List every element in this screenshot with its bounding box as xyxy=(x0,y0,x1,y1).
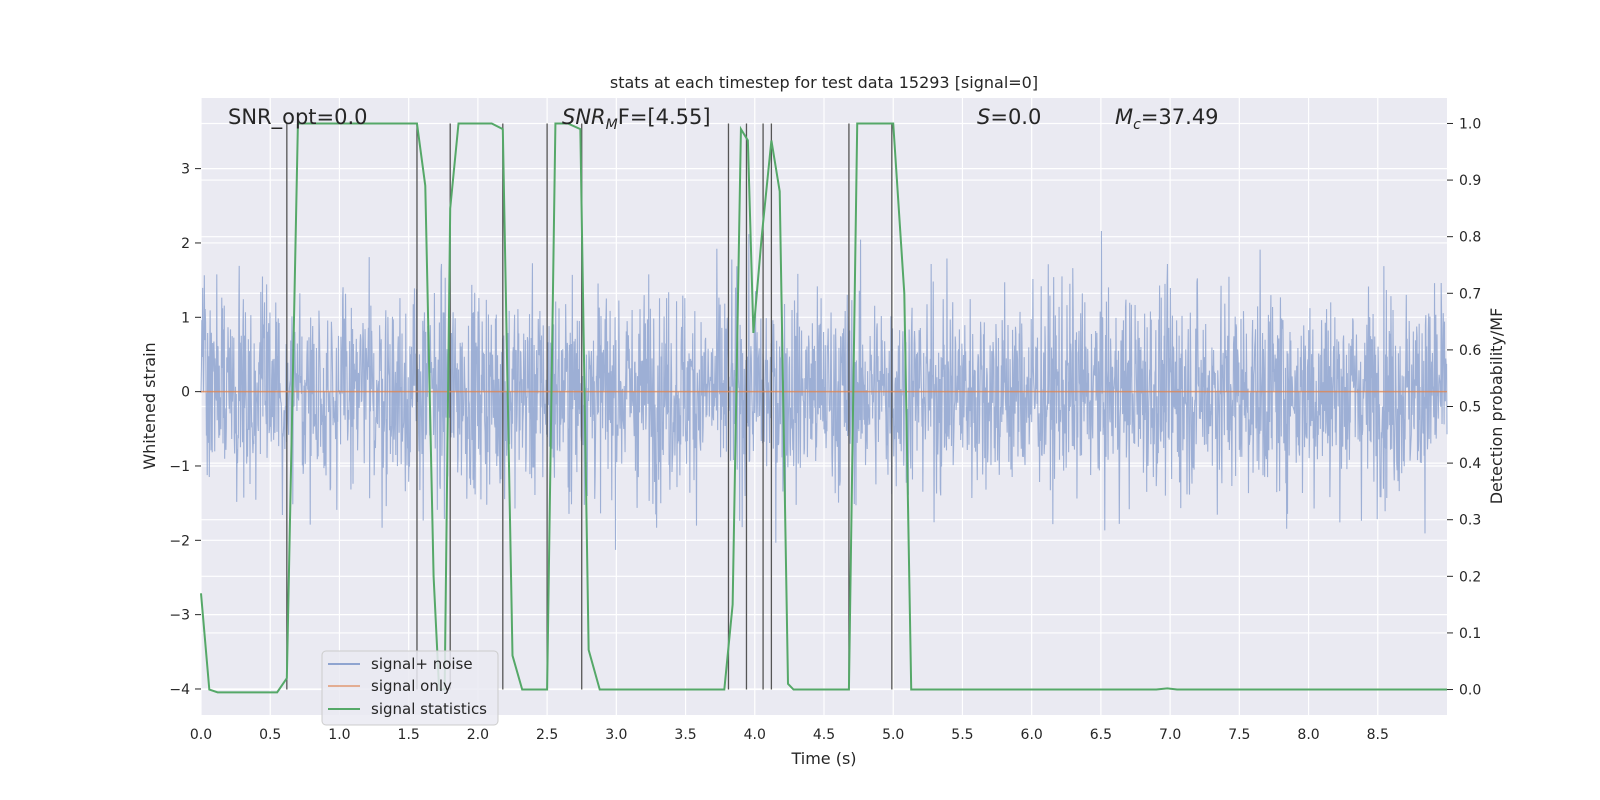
x-tick-label: 6.5 xyxy=(1090,727,1112,743)
noise-series xyxy=(200,231,1448,550)
x-tick-label: 3.5 xyxy=(674,727,696,743)
y2-axis-label: Detection probability/MF xyxy=(1487,308,1506,505)
y2-tick-label: 0.1 xyxy=(1459,626,1481,642)
s-val: =0.0 xyxy=(990,105,1041,129)
y2-tick-label: 0.0 xyxy=(1459,683,1481,699)
x-tick-label: 7.0 xyxy=(1159,727,1181,743)
signal-statistics-series xyxy=(200,122,1447,694)
snr-mf-tail: F=[4.55] xyxy=(618,105,711,129)
x-tick-label: 8.5 xyxy=(1367,727,1389,743)
mc-val: =37.49 xyxy=(1141,105,1219,129)
y-tick-label: 3 xyxy=(181,162,190,178)
legend-label-signal-only: signal only xyxy=(371,677,452,695)
y2-tick-label: 1.0 xyxy=(1459,116,1481,132)
y-ticks: 3 2 1 0 −1 −2 −3 −4 xyxy=(169,162,201,698)
x-tick-label: 1.0 xyxy=(328,727,350,743)
x-ticks: 0.0 0.5 1.0 1.5 2.0 2.5 3.0 3.5 4.0 4.5 5.0 5.5 6.0 6… xyxy=(190,727,1389,743)
x-tick-label: 5.5 xyxy=(951,727,973,743)
x-tick-label: 8.0 xyxy=(1297,727,1319,743)
y-tick-label: −2 xyxy=(169,533,190,549)
annotation-snr-opt: SNR_opt=0.0 xyxy=(228,105,368,130)
y2-tick-label: 0.6 xyxy=(1459,343,1481,359)
snr-mf-main: SNR xyxy=(562,105,606,129)
y-axis-label: Whitened strain xyxy=(140,342,159,469)
mc-sub: c xyxy=(1133,117,1141,133)
vertical-markers xyxy=(286,123,893,690)
x-tick-label: 0.0 xyxy=(190,727,212,743)
statistics-line xyxy=(200,122,1447,694)
x-tick-label: 5.0 xyxy=(882,727,904,743)
x-tick-label: 0.5 xyxy=(259,727,281,743)
legend-label-statistics: signal statistics xyxy=(371,700,487,718)
y2-ticks: 1.0 0.9 0.8 0.7 0.6 0.5 0.4 0.3 0.2 0.1 0.0 xyxy=(1447,116,1481,699)
y-tick-label: −1 xyxy=(169,459,190,475)
s-var: S xyxy=(977,105,990,129)
annotation-snr-mf: SNRMF=[4.55] xyxy=(562,105,711,133)
y2-tick-label: 0.2 xyxy=(1459,569,1481,585)
legend-label-noise: signal+ noise xyxy=(371,655,473,673)
x-axis-label: Time (s) xyxy=(790,749,856,768)
mc-var: M xyxy=(1115,105,1133,129)
y2-tick-label: 0.7 xyxy=(1459,286,1481,302)
y2-tick-label: 0.9 xyxy=(1459,173,1481,189)
annotation-mc: Mc=37.49 xyxy=(1115,105,1219,133)
x-tick-label: 4.5 xyxy=(813,727,835,743)
y2-tick-label: 0.8 xyxy=(1459,230,1481,246)
noise-line xyxy=(200,231,1448,550)
x-tick-label: 7.5 xyxy=(1228,727,1250,743)
y2-tick-label: 0.4 xyxy=(1459,456,1481,472)
y-tick-label: −4 xyxy=(169,682,190,698)
legend: signal+ noise signal only signal statist… xyxy=(321,650,499,726)
y2-tick-label: 0.3 xyxy=(1459,513,1481,529)
x-tick-label: 4.0 xyxy=(744,727,766,743)
x-tick-label: 2.5 xyxy=(536,727,558,743)
x-tick-label: 2.0 xyxy=(467,727,489,743)
snr-mf-sub: M xyxy=(606,117,618,133)
y-tick-label: 2 xyxy=(181,236,190,252)
annotation-s: S=0.0 xyxy=(977,105,1041,129)
chart-title: stats at each timestep for test data 152… xyxy=(610,73,1038,92)
y-tick-label: −3 xyxy=(169,608,190,624)
y-tick-label: 0 xyxy=(181,385,190,401)
x-tick-label: 6.0 xyxy=(1021,727,1043,743)
legend-box xyxy=(321,650,499,726)
y2-tick-label: 0.5 xyxy=(1459,400,1481,416)
y-tick-label: 1 xyxy=(181,310,190,326)
x-tick-label: 3.0 xyxy=(605,727,627,743)
x-tick-label: 1.5 xyxy=(398,727,420,743)
